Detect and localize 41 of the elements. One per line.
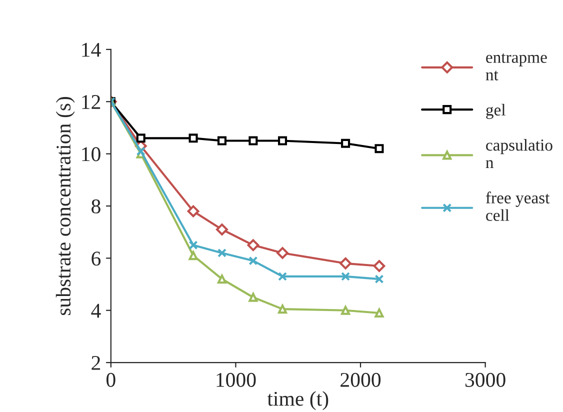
y-tick-label: 2 bbox=[92, 356, 100, 370]
y-tick-label: 6 bbox=[92, 252, 101, 266]
x-tick-label: 2000 bbox=[340, 372, 381, 387]
x-tick-label: 1000 bbox=[216, 372, 256, 387]
legend-label: free yeast cell bbox=[486, 192, 550, 221]
point bbox=[373, 260, 386, 272]
point bbox=[188, 240, 198, 250]
point bbox=[216, 224, 228, 236]
point bbox=[341, 306, 350, 315]
point bbox=[136, 134, 146, 143]
point bbox=[276, 247, 288, 259]
y-tick-label: 10 bbox=[82, 147, 100, 162]
x-tick-label: 0 bbox=[106, 372, 116, 387]
point bbox=[278, 136, 288, 146]
x-axis-title: time (t) bbox=[267, 391, 328, 410]
legend-label: entrapme nt bbox=[486, 53, 547, 80]
point bbox=[248, 292, 258, 302]
point bbox=[217, 248, 226, 258]
point bbox=[217, 136, 226, 146]
point bbox=[188, 134, 198, 143]
point bbox=[374, 274, 384, 284]
point bbox=[248, 136, 258, 146]
point bbox=[247, 239, 260, 252]
point bbox=[374, 308, 384, 318]
y-tick-label: 12 bbox=[82, 95, 100, 109]
point bbox=[340, 257, 352, 270]
point bbox=[278, 272, 288, 281]
point bbox=[341, 272, 350, 281]
point bbox=[187, 205, 200, 218]
point bbox=[136, 146, 146, 156]
y-tick-label: 14 bbox=[82, 42, 101, 57]
legend-label: capsulatio n bbox=[486, 139, 552, 168]
y-tick-label: 8 bbox=[92, 199, 100, 214]
point bbox=[341, 138, 350, 148]
y-tick-label: 4 bbox=[91, 304, 101, 318]
point bbox=[248, 256, 258, 266]
point bbox=[374, 144, 384, 154]
y-axis-title: substrate concentration (s) bbox=[56, 97, 75, 316]
x-tick-label: 3000 bbox=[465, 372, 506, 387]
point bbox=[278, 304, 288, 314]
legend-label: gel bbox=[486, 104, 506, 120]
